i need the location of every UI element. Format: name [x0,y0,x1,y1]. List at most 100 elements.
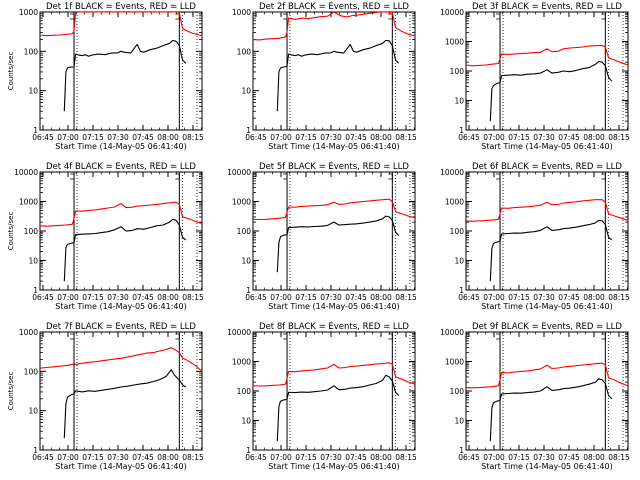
series-line-red [253,12,415,41]
x-axis-label: Start Time (14-May-05 06:41:40) [481,302,612,311]
x-tick-label: 07:45 [345,133,367,142]
x-tick-label: 07:30 [320,293,342,302]
series-line-red [466,44,628,67]
x-tick-label: 07:45 [132,453,154,462]
series-line-red [466,362,628,389]
chart-title: Det 5f BLACK = Events, RED = LLD [259,162,409,172]
chart-panel-4: Det 4f BLACK = Events, RED = LLD 1 10 100 10… [7,162,204,311]
x-tick-label: 07:45 [132,293,154,302]
marker-flag [175,13,180,20]
chart-panel-7: Det 7f BLACK = Events, RED = LLD 1 10 100 10… [7,322,204,471]
series-line-black [63,39,187,112]
x-tick-label: 08:00 [370,293,392,302]
x-tick-label: 07:30 [107,133,129,142]
x-tick-label: 06:45 [458,453,480,462]
chart-panel-2: Det 2f BLACK = Events, RED = LLD 1 10 100 10… [232,2,417,151]
x-tick-label: 07:00 [270,133,292,142]
x-tick-label: 08:00 [157,293,179,302]
y-tick-label: 1 [33,126,38,135]
series-line-black [276,39,400,112]
y-tick-label: 10 [454,417,464,426]
chart-title: Det 9f BLACK = Events, RED = LLD [472,322,622,332]
marker-flag [388,173,393,180]
y-tick-label: 1 [459,286,464,295]
series-line-black [276,215,400,273]
y-tick-label: 10000 [227,168,251,177]
y-tick-label: 1000 [445,358,464,367]
x-tick-label: 07:00 [483,293,505,302]
y-tick-label: 10000 [440,8,464,17]
x-tick-label: 06:45 [32,133,54,142]
x-axis-label: Start Time (14-May-05 06:41:40) [481,462,612,471]
x-tick-label: 07:00 [270,453,292,462]
y-tick-label: 10000 [14,168,38,177]
marker-flag [496,333,501,340]
x-tick-label: 08:15 [182,453,204,462]
series-line-red [253,198,415,221]
x-tick-label: 08:15 [395,293,417,302]
series-line-red [40,201,202,227]
x-tick-label: 07:00 [57,133,79,142]
x-tick-label: 08:00 [583,133,605,142]
x-tick-label: 08:00 [370,133,392,142]
marker-flag [283,13,288,20]
chart-title: Det 6f BLACK = Events, RED = LLD [472,162,622,172]
x-tick-label: 07:00 [483,453,505,462]
plot-frame [252,171,416,291]
marker-flag [283,333,288,340]
x-tick-label: 08:15 [608,133,630,142]
y-axis-label: Counts/sec [7,52,15,91]
marker-flag [601,13,606,20]
x-tick-label: 07:15 [295,133,317,142]
y-tick-label: 1000 [232,358,251,367]
y-tick-label: 1000 [19,8,38,17]
y-tick-label: 1 [33,446,38,455]
y-tick-label: 1 [459,446,464,455]
y-tick-label: 1000 [232,8,251,17]
y-tick-label: 100 [24,227,39,236]
x-tick-label: 07:30 [533,133,555,142]
x-axis-label: Start Time (14-May-05 06:41:40) [268,142,399,151]
x-tick-label: 08:15 [608,293,630,302]
x-tick-label: 08:15 [608,453,630,462]
y-tick-label: 1000 [445,198,464,207]
chart-title: Det 8f BLACK = Events, RED = LLD [259,322,409,332]
series-line-red [40,12,202,37]
chart-panel-3: Det 3f BLACK = Events, RED = LLD 1 10 100 10… [440,2,630,151]
x-tick-label: 08:15 [395,453,417,462]
x-tick-label: 07:45 [132,133,154,142]
chart-panel-1: Det 1f BLACK = Events, RED = LLD 1 10 100 10… [7,2,204,151]
series-line-black [276,374,400,442]
series-line-black [63,369,187,439]
chart-title: Det 7f BLACK = Events, RED = LLD [46,322,196,332]
x-tick-label: 07:15 [82,293,104,302]
series-line-black [63,218,187,282]
marker-flag [70,13,75,20]
x-tick-label: 07:15 [82,133,104,142]
marker-flag [496,13,501,20]
marker-flag [175,333,180,340]
x-tick-label: 07:30 [107,453,129,462]
x-tick-label: 07:45 [558,453,580,462]
chart-panel-8: Det 8f BLACK = Events, RED = LLD 1 10 100 10… [227,322,417,471]
y-axis-label: Counts/sec [7,372,15,411]
y-tick-label: 10 [28,87,38,96]
series-line-red [40,347,202,372]
chart-title: Det 3f BLACK = Events, RED = LLD [472,2,622,12]
x-tick-label: 06:45 [32,453,54,462]
x-tick-label: 07:45 [345,293,367,302]
y-tick-label: 10 [241,417,251,426]
x-tick-label: 08:15 [182,293,204,302]
y-tick-label: 1000 [232,198,251,207]
chart-title: Det 4f BLACK = Events, RED = LLD [46,162,196,172]
x-axis-label: Start Time (14-May-05 06:41:40) [268,302,399,311]
y-tick-label: 1 [246,446,251,455]
x-tick-label: 07:00 [270,293,292,302]
series-line-black [489,378,613,442]
x-tick-label: 08:00 [583,453,605,462]
marker-flag [70,333,75,340]
x-tick-label: 08:15 [182,133,204,142]
x-tick-label: 07:30 [320,133,342,142]
x-tick-label: 08:00 [157,453,179,462]
x-tick-label: 07:00 [57,293,79,302]
